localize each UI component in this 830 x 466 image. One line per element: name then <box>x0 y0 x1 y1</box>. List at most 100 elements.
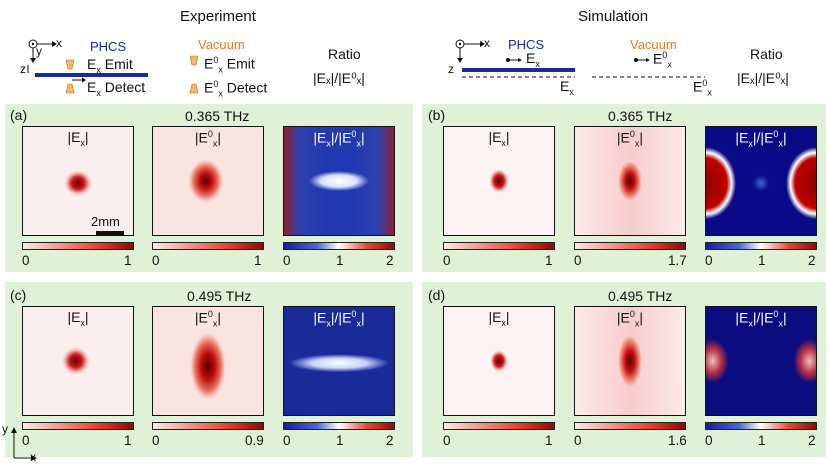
tick-min: 0 <box>283 253 291 268</box>
panel-d-freq: 0.495 THz <box>608 288 673 304</box>
tick-min: 0 <box>705 433 713 448</box>
sim-ex-label: Ex <box>526 50 540 69</box>
map-title: |Ex|/|E0x| <box>313 129 365 149</box>
ratio-formula-exp: |Eₓ|/|E⁰ₓ| <box>313 70 365 86</box>
panel-a-map-ratio: |Ex|/|E0x| <box>283 126 395 236</box>
map-title: |Ex|/|E0x| <box>735 129 787 149</box>
panel-d-tag: (d) <box>428 287 446 303</box>
colorbar-c-2 <box>152 422 264 430</box>
scalebar <box>96 231 124 235</box>
panel-d-map-e0x: |E0x| <box>574 306 686 416</box>
map-title: |Ex| <box>67 129 89 148</box>
corner-axes <box>11 427 37 461</box>
tick-min: 0 <box>705 253 713 268</box>
tick-max: 1.6 <box>668 433 687 448</box>
simulation-schematic <box>455 39 705 78</box>
tick-min: 0 <box>152 253 160 268</box>
sim-e0x-line-label: E0x <box>693 78 712 98</box>
tick-max: 1.7 <box>668 253 687 268</box>
panel-a-freq: 0.365 THz <box>185 108 250 124</box>
sim-axis-x-label: x <box>484 36 490 50</box>
tick-max: 1 <box>254 253 262 268</box>
colorbar-a-2 <box>152 242 264 250</box>
tick-max: 1 <box>124 433 132 448</box>
panel-c-map-e0x: |E0x| <box>152 306 264 416</box>
colorbar-c-3 <box>283 422 395 430</box>
sim-vacuum-label: Vacuum <box>630 37 677 52</box>
tick-max: 2 <box>808 433 816 448</box>
axis-y-label: y <box>36 44 42 58</box>
vacuum-detect-label: E0x Detect <box>204 79 268 99</box>
map-title: |Ex| <box>67 309 89 328</box>
tick-max: 1 <box>545 433 553 448</box>
emit-label: Ex Emit <box>87 56 133 75</box>
experiment-schematic <box>27 39 199 94</box>
map-title: |Ex| <box>488 129 510 148</box>
sim-phcs-label: PHCS <box>508 37 545 52</box>
colorbar-b-1 <box>443 242 555 250</box>
tick-mid: 1 <box>336 253 344 268</box>
panel-a-tag: (a) <box>10 107 28 123</box>
tick-max: 2 <box>808 253 816 268</box>
sim-axis-z-label: z <box>448 62 454 76</box>
tick-max: 0.9 <box>245 433 264 448</box>
tick-min: 0 <box>443 253 451 268</box>
axis-z-label: z <box>20 62 26 76</box>
ratio-label-sim: Ratio <box>750 46 783 62</box>
colorbar-a-1 <box>22 242 134 250</box>
panel-b-map-e0x: |E0x| <box>574 126 686 236</box>
panel-d-map-ratio: |Ex|/|E0x| <box>705 306 817 416</box>
colorbar-a-3 <box>283 242 395 250</box>
tick-max: 2 <box>386 433 394 448</box>
detect-label: Ex Detect <box>87 79 146 98</box>
tick-min: 0 <box>22 433 30 448</box>
map-title: |Ex| <box>488 309 510 328</box>
colorbar-d-1 <box>443 422 555 430</box>
ratio-label-exp: Ratio <box>328 46 361 62</box>
sim-ex-line-label: Ex <box>560 78 574 97</box>
tick-mid: 1 <box>758 253 766 268</box>
panel-b-map-ratio: |Ex|/|E0x| <box>705 126 817 236</box>
tick-max: 1 <box>124 253 132 268</box>
panel-d-map-ex: |Ex| <box>443 306 555 416</box>
map-title: |E0x| <box>194 129 222 149</box>
map-title: |E0x| <box>616 309 644 329</box>
corner-axis-y: y <box>2 422 8 436</box>
map-title: |E0x| <box>194 309 222 329</box>
panel-c-map-ratio: |Ex|/|E0x| <box>283 306 395 416</box>
vacuum-label: Vacuum <box>198 37 245 52</box>
panel-c-tag: (c) <box>10 287 27 303</box>
corner-axis-x: x <box>30 450 36 464</box>
tick-min: 0 <box>443 433 451 448</box>
colorbar-d-2 <box>574 422 686 430</box>
panel-a-map-ex: |Ex| 2mm <box>22 126 134 236</box>
panel-b-freq: 0.365 THz <box>608 108 673 124</box>
panel-c-freq: 0.495 THz <box>187 288 252 304</box>
ratio-formula-sim: |Eₓ|/|E⁰ₓ| <box>737 70 789 86</box>
panel-b-tag: (b) <box>428 107 446 123</box>
tick-max: 2 <box>386 253 394 268</box>
panel-a-map-e0x: |E0x| <box>152 126 264 236</box>
colorbar-b-3 <box>705 242 817 250</box>
map-title: |E0x| <box>616 129 644 149</box>
tick-min: 0 <box>574 253 582 268</box>
map-title: |Ex|/|E0x| <box>735 309 787 329</box>
scalebar-label: 2mm <box>91 214 120 229</box>
tick-min: 0 <box>152 433 160 448</box>
vacuum-emit-label: E0x Emit <box>204 55 255 75</box>
axis-x-label: x <box>56 36 62 50</box>
sim-e0x-label: E0x <box>653 50 672 70</box>
panel-c-map-ex: |Ex| <box>22 306 134 416</box>
tick-min: 0 <box>22 253 30 268</box>
simulation-header: Simulation <box>578 8 649 25</box>
phcs-label: PHCS <box>90 39 127 54</box>
map-title: |Ex|/|E0x| <box>313 309 365 329</box>
experiment-header: Experiment <box>180 8 256 25</box>
panel-b-map-ex: |Ex| <box>443 126 555 236</box>
tick-min: 0 <box>283 433 291 448</box>
colorbar-c-1 <box>22 422 134 430</box>
colorbar-d-3 <box>705 422 817 430</box>
colorbar-b-2 <box>574 242 686 250</box>
tick-min: 0 <box>574 433 582 448</box>
tick-mid: 1 <box>336 433 344 448</box>
